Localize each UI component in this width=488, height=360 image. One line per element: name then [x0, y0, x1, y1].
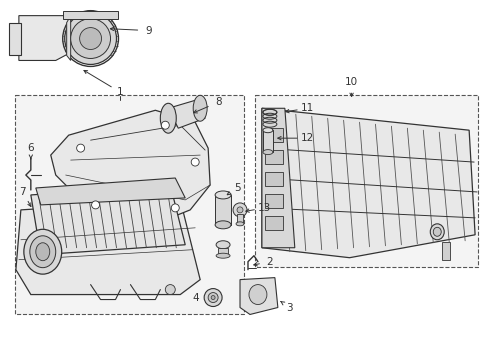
Ellipse shape — [263, 109, 276, 115]
Ellipse shape — [24, 229, 61, 274]
Circle shape — [91, 201, 100, 209]
Ellipse shape — [248, 285, 266, 305]
Circle shape — [191, 158, 199, 166]
Bar — [264, 150, 282, 164]
Polygon shape — [31, 185, 185, 255]
Ellipse shape — [215, 221, 230, 229]
Text: 3: 3 — [286, 302, 292, 312]
Text: 1: 1 — [117, 87, 123, 97]
Text: 2: 2 — [266, 257, 273, 267]
Circle shape — [165, 285, 175, 294]
Text: 9: 9 — [145, 26, 151, 36]
Ellipse shape — [236, 222, 244, 226]
Ellipse shape — [36, 243, 50, 261]
Bar — [264, 216, 282, 230]
Bar — [264, 172, 282, 186]
Ellipse shape — [160, 103, 176, 133]
Ellipse shape — [80, 28, 102, 50]
Ellipse shape — [30, 236, 56, 268]
Bar — [441, 242, 449, 260]
Circle shape — [77, 144, 84, 152]
Ellipse shape — [71, 19, 110, 58]
Ellipse shape — [64, 13, 116, 64]
Ellipse shape — [263, 150, 272, 154]
Text: 12: 12 — [301, 133, 314, 143]
Ellipse shape — [211, 296, 215, 300]
Polygon shape — [240, 278, 277, 315]
Text: 4: 4 — [192, 293, 199, 302]
Bar — [264, 194, 282, 208]
Ellipse shape — [233, 203, 246, 217]
Polygon shape — [66, 15, 71, 60]
Text: 5: 5 — [233, 183, 240, 193]
Ellipse shape — [216, 241, 229, 249]
Polygon shape — [36, 178, 185, 205]
Ellipse shape — [208, 293, 218, 302]
Text: 6: 6 — [27, 143, 34, 153]
Ellipse shape — [215, 191, 230, 199]
Circle shape — [161, 121, 169, 129]
Polygon shape — [9, 23, 21, 55]
Bar — [237, 214, 243, 224]
Ellipse shape — [203, 289, 222, 306]
Text: 11: 11 — [301, 103, 314, 113]
Polygon shape — [168, 100, 205, 128]
Text: 10: 10 — [345, 77, 357, 87]
Bar — [15, 95, 244, 315]
Polygon shape — [51, 110, 210, 218]
Polygon shape — [262, 108, 474, 258]
Ellipse shape — [263, 128, 272, 133]
Bar — [62, 11, 118, 19]
Polygon shape — [262, 108, 294, 248]
Bar — [215, 195, 230, 225]
Ellipse shape — [216, 253, 229, 258]
Ellipse shape — [432, 227, 440, 236]
Ellipse shape — [237, 207, 243, 213]
Bar — [218, 248, 227, 256]
Ellipse shape — [193, 95, 207, 121]
Ellipse shape — [429, 224, 443, 240]
Bar — [264, 128, 282, 142]
Polygon shape — [16, 200, 200, 294]
Text: 13: 13 — [258, 203, 271, 213]
Text: 7: 7 — [20, 187, 26, 197]
Circle shape — [171, 204, 179, 212]
Bar — [254, 95, 477, 267]
Polygon shape — [19, 15, 71, 60]
Bar — [263, 130, 272, 152]
Text: 8: 8 — [214, 97, 221, 107]
